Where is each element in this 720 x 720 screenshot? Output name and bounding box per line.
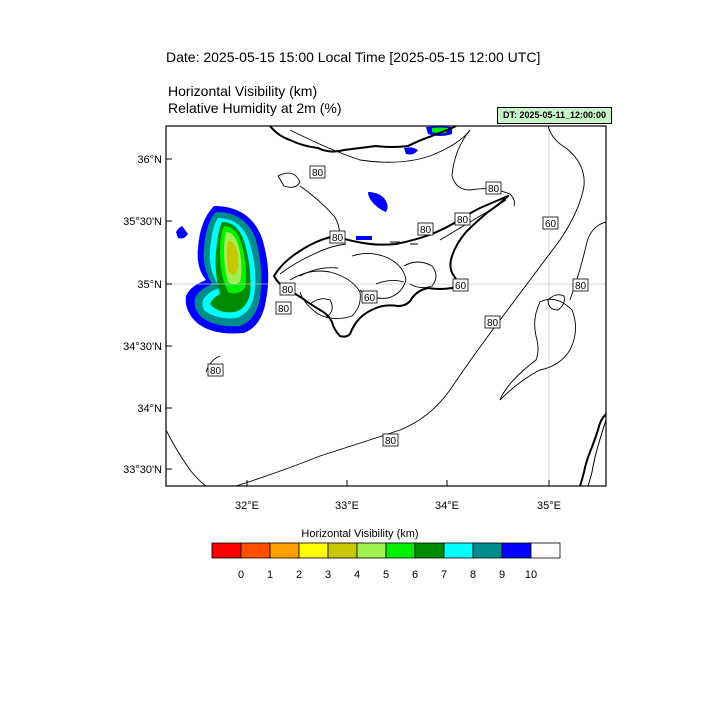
svg-text:80: 80 [488, 184, 500, 195]
lat-label: 35°N [137, 279, 162, 291]
latitude-labels: 36°N 35°30'N 35°N 34°30'N 34°N 33°30'N [123, 154, 162, 476]
colorbar-tick-label: 9 [499, 569, 505, 581]
colorbar-swatch [269, 542, 300, 559]
colorbar-swatch [501, 542, 532, 559]
colorbar-tick-label: 10 [525, 569, 537, 581]
rh-label: 80 [485, 181, 502, 195]
lat-label: 35°30'N [123, 216, 162, 228]
variable-title-humidity: Relative Humidity at 2m (%) [168, 100, 342, 116]
rh-label: 80 [572, 278, 589, 292]
colorbar-tick-label: 1 [267, 569, 273, 581]
map-plot-area: 80 80 80 80 80 60 80 60 80 60 80 80 80 8… [166, 126, 606, 486]
svg-text:80: 80 [575, 281, 587, 292]
dt-badge: DT: 2025-05-11_12:00:00 [497, 107, 612, 124]
svg-text:60: 60 [364, 293, 376, 304]
colorbar-swatch [240, 542, 271, 559]
rh-label: 80 [484, 315, 501, 329]
svg-text:80: 80 [420, 225, 432, 236]
axis-ticks [166, 158, 550, 486]
colorbar-tick-label: 6 [412, 569, 418, 581]
rh-label: 80 [417, 222, 434, 236]
rh-label: 60 [452, 278, 469, 292]
colorbar-swatch [414, 542, 445, 559]
lat-label: 34°N [137, 403, 162, 415]
colorbar-tick-label: 0 [238, 569, 244, 581]
svg-text:80: 80 [487, 318, 499, 329]
colorbar-tick-label: 8 [470, 569, 476, 581]
svg-text:60: 60 [545, 219, 557, 230]
date-title: Date: 2025-05-15 15:00 Local Time [2025-… [166, 49, 541, 65]
rh-label: 80 [207, 363, 224, 377]
colorbar-swatch [385, 542, 416, 559]
colorbar-tick-label: 2 [296, 569, 302, 581]
colorbar-swatch [530, 542, 561, 559]
colorbar-tick-label: 3 [325, 569, 331, 581]
colorbar-swatch [211, 542, 242, 559]
svg-text:80: 80 [282, 285, 294, 296]
colorbar-tick-label: 7 [441, 569, 447, 581]
map-frame [165, 125, 607, 487]
colorbar [211, 542, 561, 559]
rh-label: 80 [279, 282, 296, 296]
visibility-shading [176, 126, 452, 334]
rh-label: 80 [382, 433, 399, 447]
colorbar-swatch [472, 542, 503, 559]
colorbar-swatch [443, 542, 474, 559]
rh-contour-labels: 80 80 80 80 80 60 80 60 80 60 80 80 80 8… [207, 165, 589, 447]
svg-text:80: 80 [312, 168, 324, 179]
lat-label: 33°30'N [123, 464, 162, 476]
rh-label: 80 [454, 212, 471, 226]
rh-label: 60 [361, 290, 378, 304]
rh-label: 80 [275, 301, 292, 315]
colorbar-tick-label: 5 [383, 569, 389, 581]
svg-text:80: 80 [332, 233, 344, 244]
variable-title-visibility: Horizontal Visibility (km) [168, 83, 318, 99]
svg-text:80: 80 [385, 436, 397, 447]
lon-label: 35°E [537, 500, 561, 512]
rh-label: 80 [309, 165, 326, 179]
rh-contours [166, 126, 606, 486]
coastlines [269, 126, 606, 486]
lon-label: 32°E [235, 500, 259, 512]
colorbar-swatch [356, 542, 387, 559]
colorbar-tick-label: 4 [354, 569, 360, 581]
svg-text:80: 80 [278, 304, 290, 315]
lon-label: 34°E [435, 500, 459, 512]
lat-label: 36°N [137, 154, 162, 166]
longitude-labels: 32°E 33°E 34°E 35°E [235, 500, 561, 512]
colorbar-title: Horizontal Visibility (km) [301, 528, 419, 540]
colorbar-swatch [298, 542, 329, 559]
colorbar-swatch [327, 542, 358, 559]
rh-label: 80 [329, 230, 346, 244]
rh-label: 60 [542, 216, 559, 230]
lon-label: 33°E [335, 500, 359, 512]
svg-text:80: 80 [210, 366, 222, 377]
colorbar-tick-labels: 0 1 2 3 4 5 6 7 8 9 10 [238, 569, 537, 581]
svg-text:80: 80 [457, 215, 469, 226]
svg-text:60: 60 [455, 281, 467, 292]
lat-label: 34°30'N [123, 341, 162, 353]
